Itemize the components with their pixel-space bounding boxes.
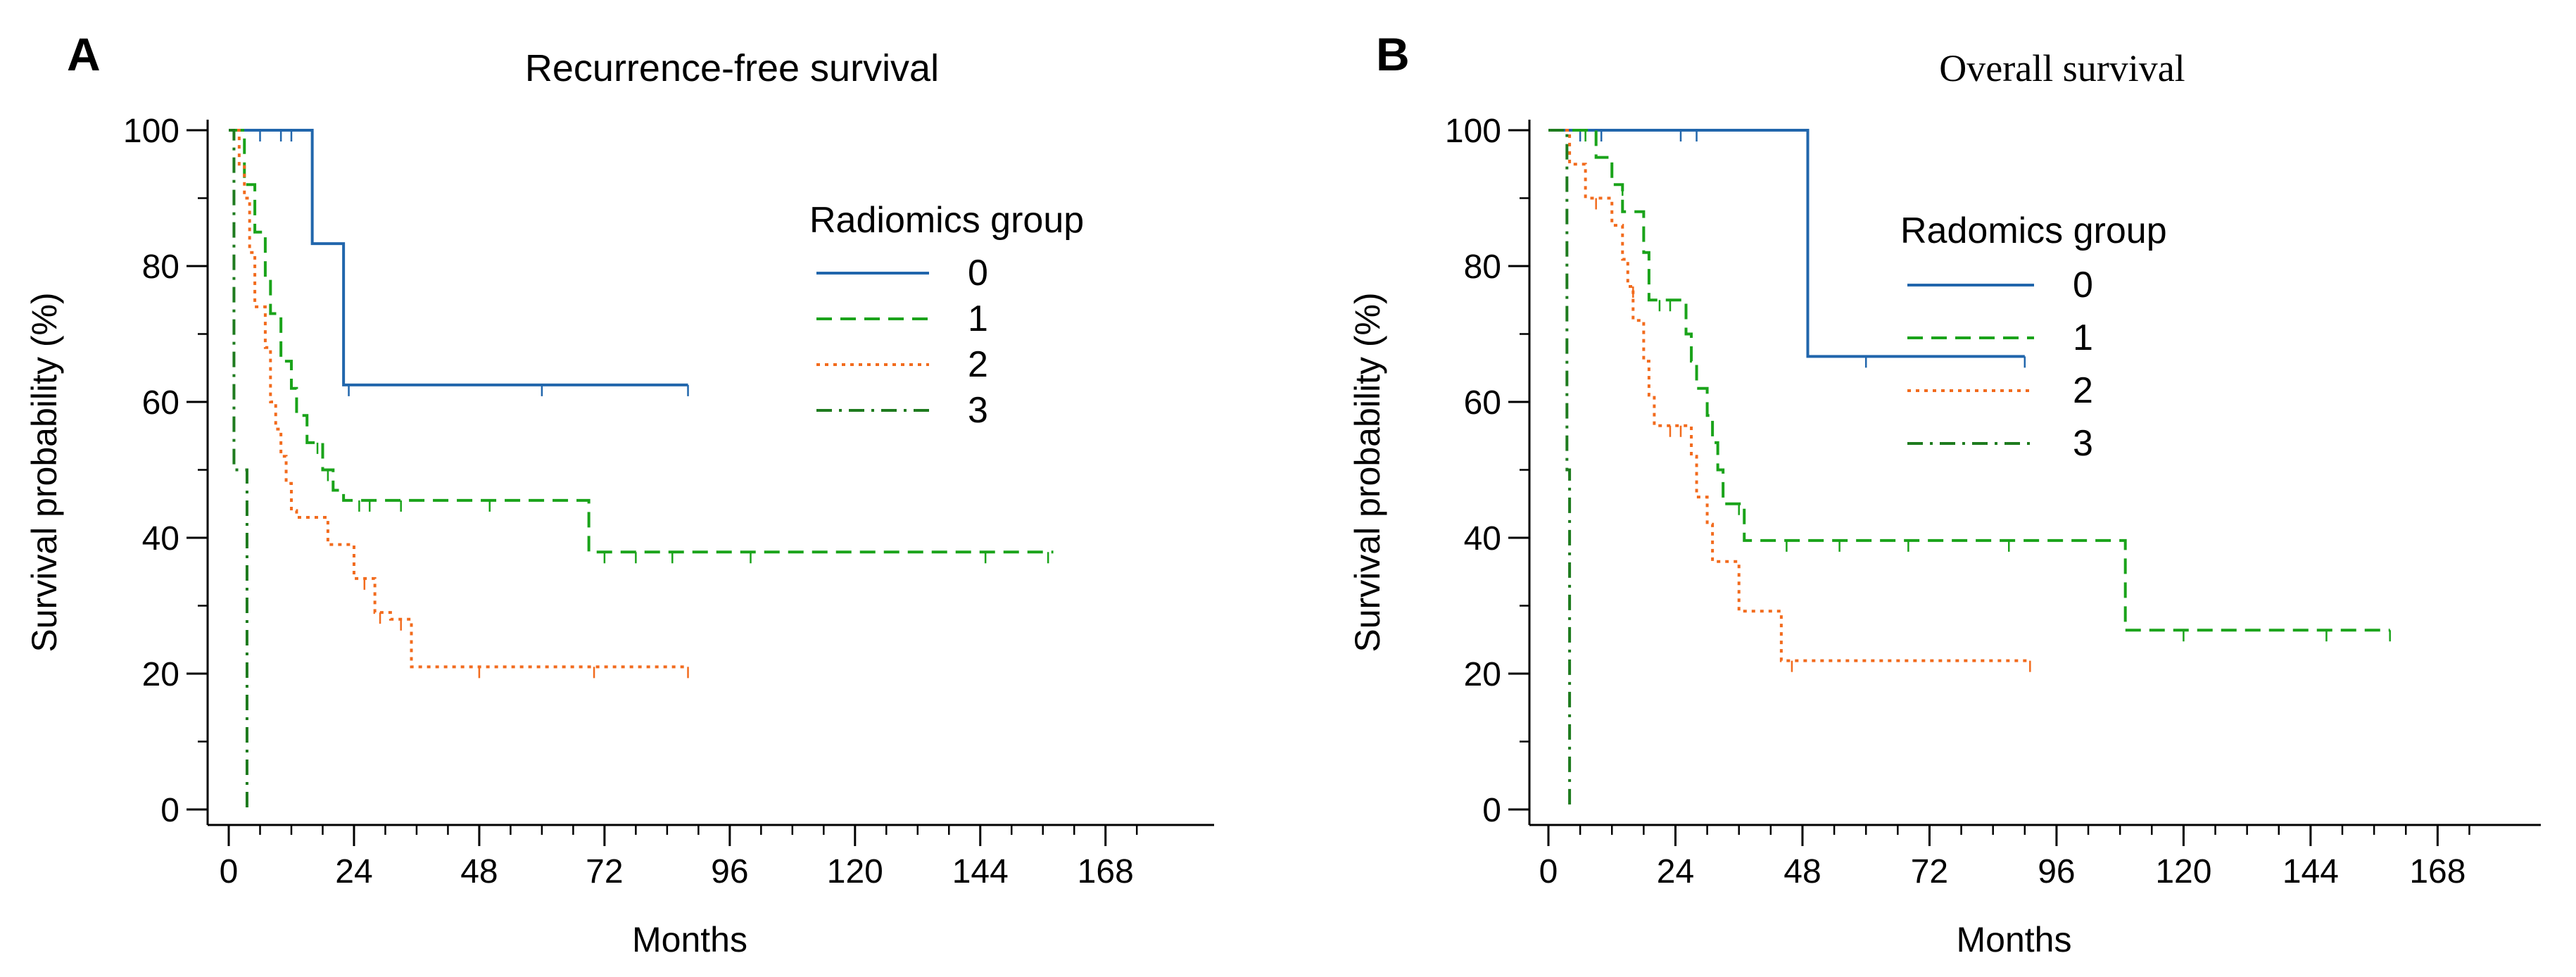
km-curve-group-2 <box>1548 129 2031 662</box>
x-tick-label: 96 <box>711 853 748 890</box>
legend-label-3: 3 <box>968 390 988 431</box>
chart-title: Overall survival <box>1939 47 2185 89</box>
legend-label-3: 3 <box>2073 423 2093 464</box>
x-tick-label: 96 <box>2038 853 2075 890</box>
y-tick-label: 60 <box>142 384 179 422</box>
y-tick-label: 80 <box>142 248 179 286</box>
x-tick-label: 72 <box>586 853 623 890</box>
y-tick-label: 40 <box>142 520 179 557</box>
y-tick-label: 20 <box>1464 656 1501 693</box>
legend-label-1: 1 <box>2073 317 2093 358</box>
x-tick-label: 144 <box>2283 853 2339 890</box>
y-tick-label: 60 <box>1464 384 1501 422</box>
legend-label-0: 0 <box>2073 265 2093 305</box>
km-curve-group-0 <box>1548 129 2025 358</box>
legend-title: Radomics group <box>1900 210 2167 251</box>
panel-label: A <box>67 28 101 80</box>
km-curve-group-2 <box>229 129 688 669</box>
km-curve-group-3 <box>1548 129 1572 809</box>
x-tick-label: 48 <box>460 853 498 890</box>
legend-label-0: 0 <box>968 253 988 294</box>
x-tick-label: 24 <box>335 853 372 890</box>
legend-label-2: 2 <box>968 344 988 385</box>
legend-label-2: 2 <box>2073 370 2093 411</box>
y-axis-label: Survival probability (%) <box>1348 292 1387 652</box>
panel-label: B <box>1376 28 1410 80</box>
x-axis-label: Months <box>1957 920 2072 959</box>
y-axis-label: Survival probability (%) <box>25 292 64 652</box>
y-tick-label: 100 <box>123 113 179 150</box>
y-tick-label: 0 <box>160 792 179 829</box>
x-tick-label: 120 <box>2155 853 2211 890</box>
y-tick-label: 100 <box>1445 113 1501 150</box>
x-axis-label: Months <box>632 920 747 959</box>
legend-label-1: 1 <box>968 298 988 339</box>
x-tick-label: 48 <box>1783 853 1821 890</box>
x-tick-label: 0 <box>220 853 239 890</box>
x-tick-label: 120 <box>827 853 883 890</box>
km-curve-group-1 <box>1548 129 2390 632</box>
y-tick-label: 20 <box>142 656 179 693</box>
legend-title: Radiomics group <box>809 200 1084 241</box>
x-tick-label: 168 <box>1078 853 1134 890</box>
y-tick-label: 40 <box>1464 520 1501 557</box>
y-tick-label: 0 <box>1482 792 1501 829</box>
km-curve-group-3 <box>229 129 248 809</box>
x-tick-label: 72 <box>1911 853 1948 890</box>
chart-title: Recurrence-free survival <box>525 47 939 89</box>
y-tick-label: 80 <box>1464 248 1501 286</box>
x-tick-label: 144 <box>952 853 1009 890</box>
x-tick-label: 168 <box>2409 853 2465 890</box>
km-curve-group-1 <box>229 129 1054 554</box>
km-curve-group-0 <box>229 129 688 386</box>
x-tick-label: 0 <box>1539 853 1558 890</box>
x-tick-label: 24 <box>1657 853 1694 890</box>
